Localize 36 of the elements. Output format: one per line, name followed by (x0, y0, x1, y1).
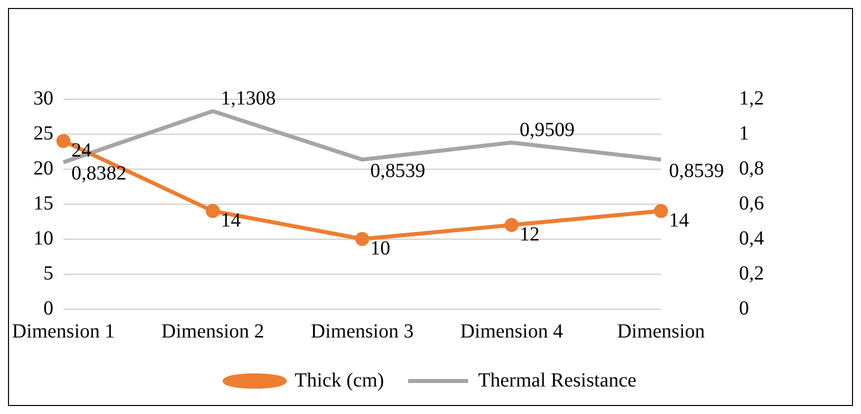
data-label: 0,8382 (71, 162, 126, 185)
point (355, 232, 370, 246)
legend-label: Thick (cm) (294, 369, 384, 392)
y-tick-label: 5 (43, 262, 54, 284)
point (56, 134, 70, 148)
data-label: 10 (370, 237, 390, 260)
y-tick-label: 15 (33, 192, 54, 214)
data-label: 14 (669, 209, 689, 232)
point (654, 204, 668, 218)
y-tick-label: 20 (33, 157, 54, 180)
x-tick-label: Dimension 2 (161, 320, 264, 342)
x-tick-label: Dimension 3 (310, 320, 414, 342)
y2-tick-label: 0,2 (739, 262, 764, 284)
x-tick-label: Dimension (617, 320, 705, 342)
y2-tick-label: 0,8 (739, 157, 764, 180)
y2-tick-label: 0,6 (739, 192, 764, 214)
y-tick-label: 10 (33, 227, 54, 250)
data-label: 14 (220, 209, 241, 232)
x-tick-label: Dimension 4 (460, 320, 563, 342)
point (206, 204, 220, 218)
x-tick-label: Dimension 1 (12, 320, 115, 342)
y-tick-label: 30 (33, 87, 54, 110)
data-label: 0,8539 (669, 160, 724, 182)
y2-tick-label: 0 (739, 297, 749, 320)
y2-tick-label: 1 (739, 122, 749, 144)
data-label: 0,8539 (370, 160, 426, 182)
data-label: 1,1308 (220, 87, 276, 110)
y-tick-label: 0 (43, 297, 54, 320)
data-label: 12 (520, 223, 540, 246)
point (504, 218, 519, 232)
y-tick-label: 25 (33, 122, 54, 144)
y2-tick-label: 0,4 (739, 227, 764, 250)
legend-label: Thermal Resistance (478, 369, 636, 392)
data-label: 0,9509 (520, 118, 575, 141)
y2-tick-label: 1,2 (739, 87, 764, 110)
data-label: 24 (71, 139, 92, 162)
